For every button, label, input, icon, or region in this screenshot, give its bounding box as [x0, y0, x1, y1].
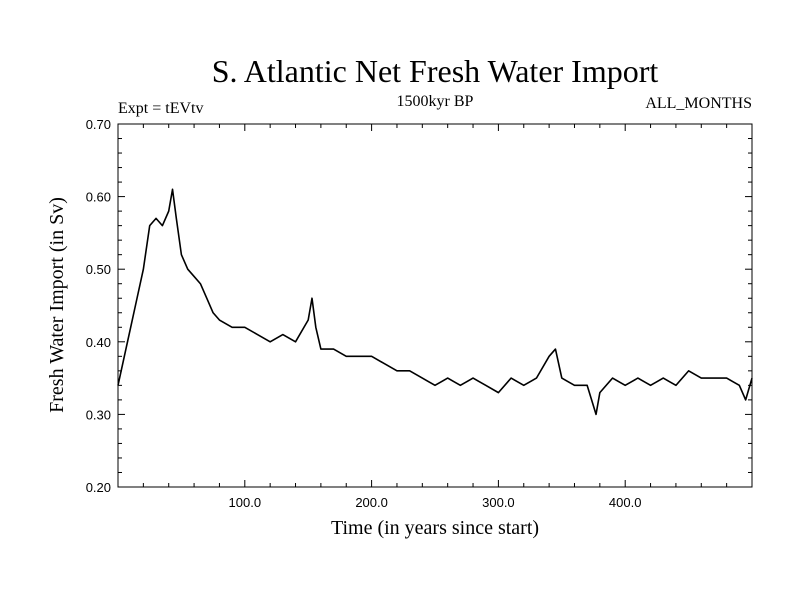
x-tick-label: 400.0	[609, 495, 642, 510]
x-tick-label: 300.0	[482, 495, 515, 510]
chart-title: S. Atlantic Net Fresh Water Import	[212, 53, 659, 89]
y-tick-label: 0.40	[86, 335, 111, 350]
subtitle-right: ALL_MONTHS	[645, 95, 752, 112]
y-tick-label: 0.30	[86, 407, 111, 422]
x-tick-label: 200.0	[355, 495, 388, 510]
subtitle-left: Expt = tEVtv	[118, 100, 203, 117]
subtitle-center: 1500kyr BP	[397, 93, 474, 110]
y-tick-label: 0.60	[86, 190, 111, 205]
plot-area: 100.0 200.0 300.0 400.0 0.20 0.30 0.40 0.50 0.60…	[86, 117, 753, 510]
y-tick-label: 0.50	[86, 262, 111, 277]
plot-frame	[117, 123, 753, 488]
y-tick-label: 0.70	[86, 117, 111, 132]
x-tick-label: 100.0	[229, 495, 262, 510]
x-axis-label: Time (in years since start)	[331, 517, 539, 539]
series-line	[117, 188, 753, 416]
y-axis-label: Fresh Water Import (in Sv)	[46, 197, 68, 413]
y-tick-label: 0.20	[86, 480, 111, 495]
